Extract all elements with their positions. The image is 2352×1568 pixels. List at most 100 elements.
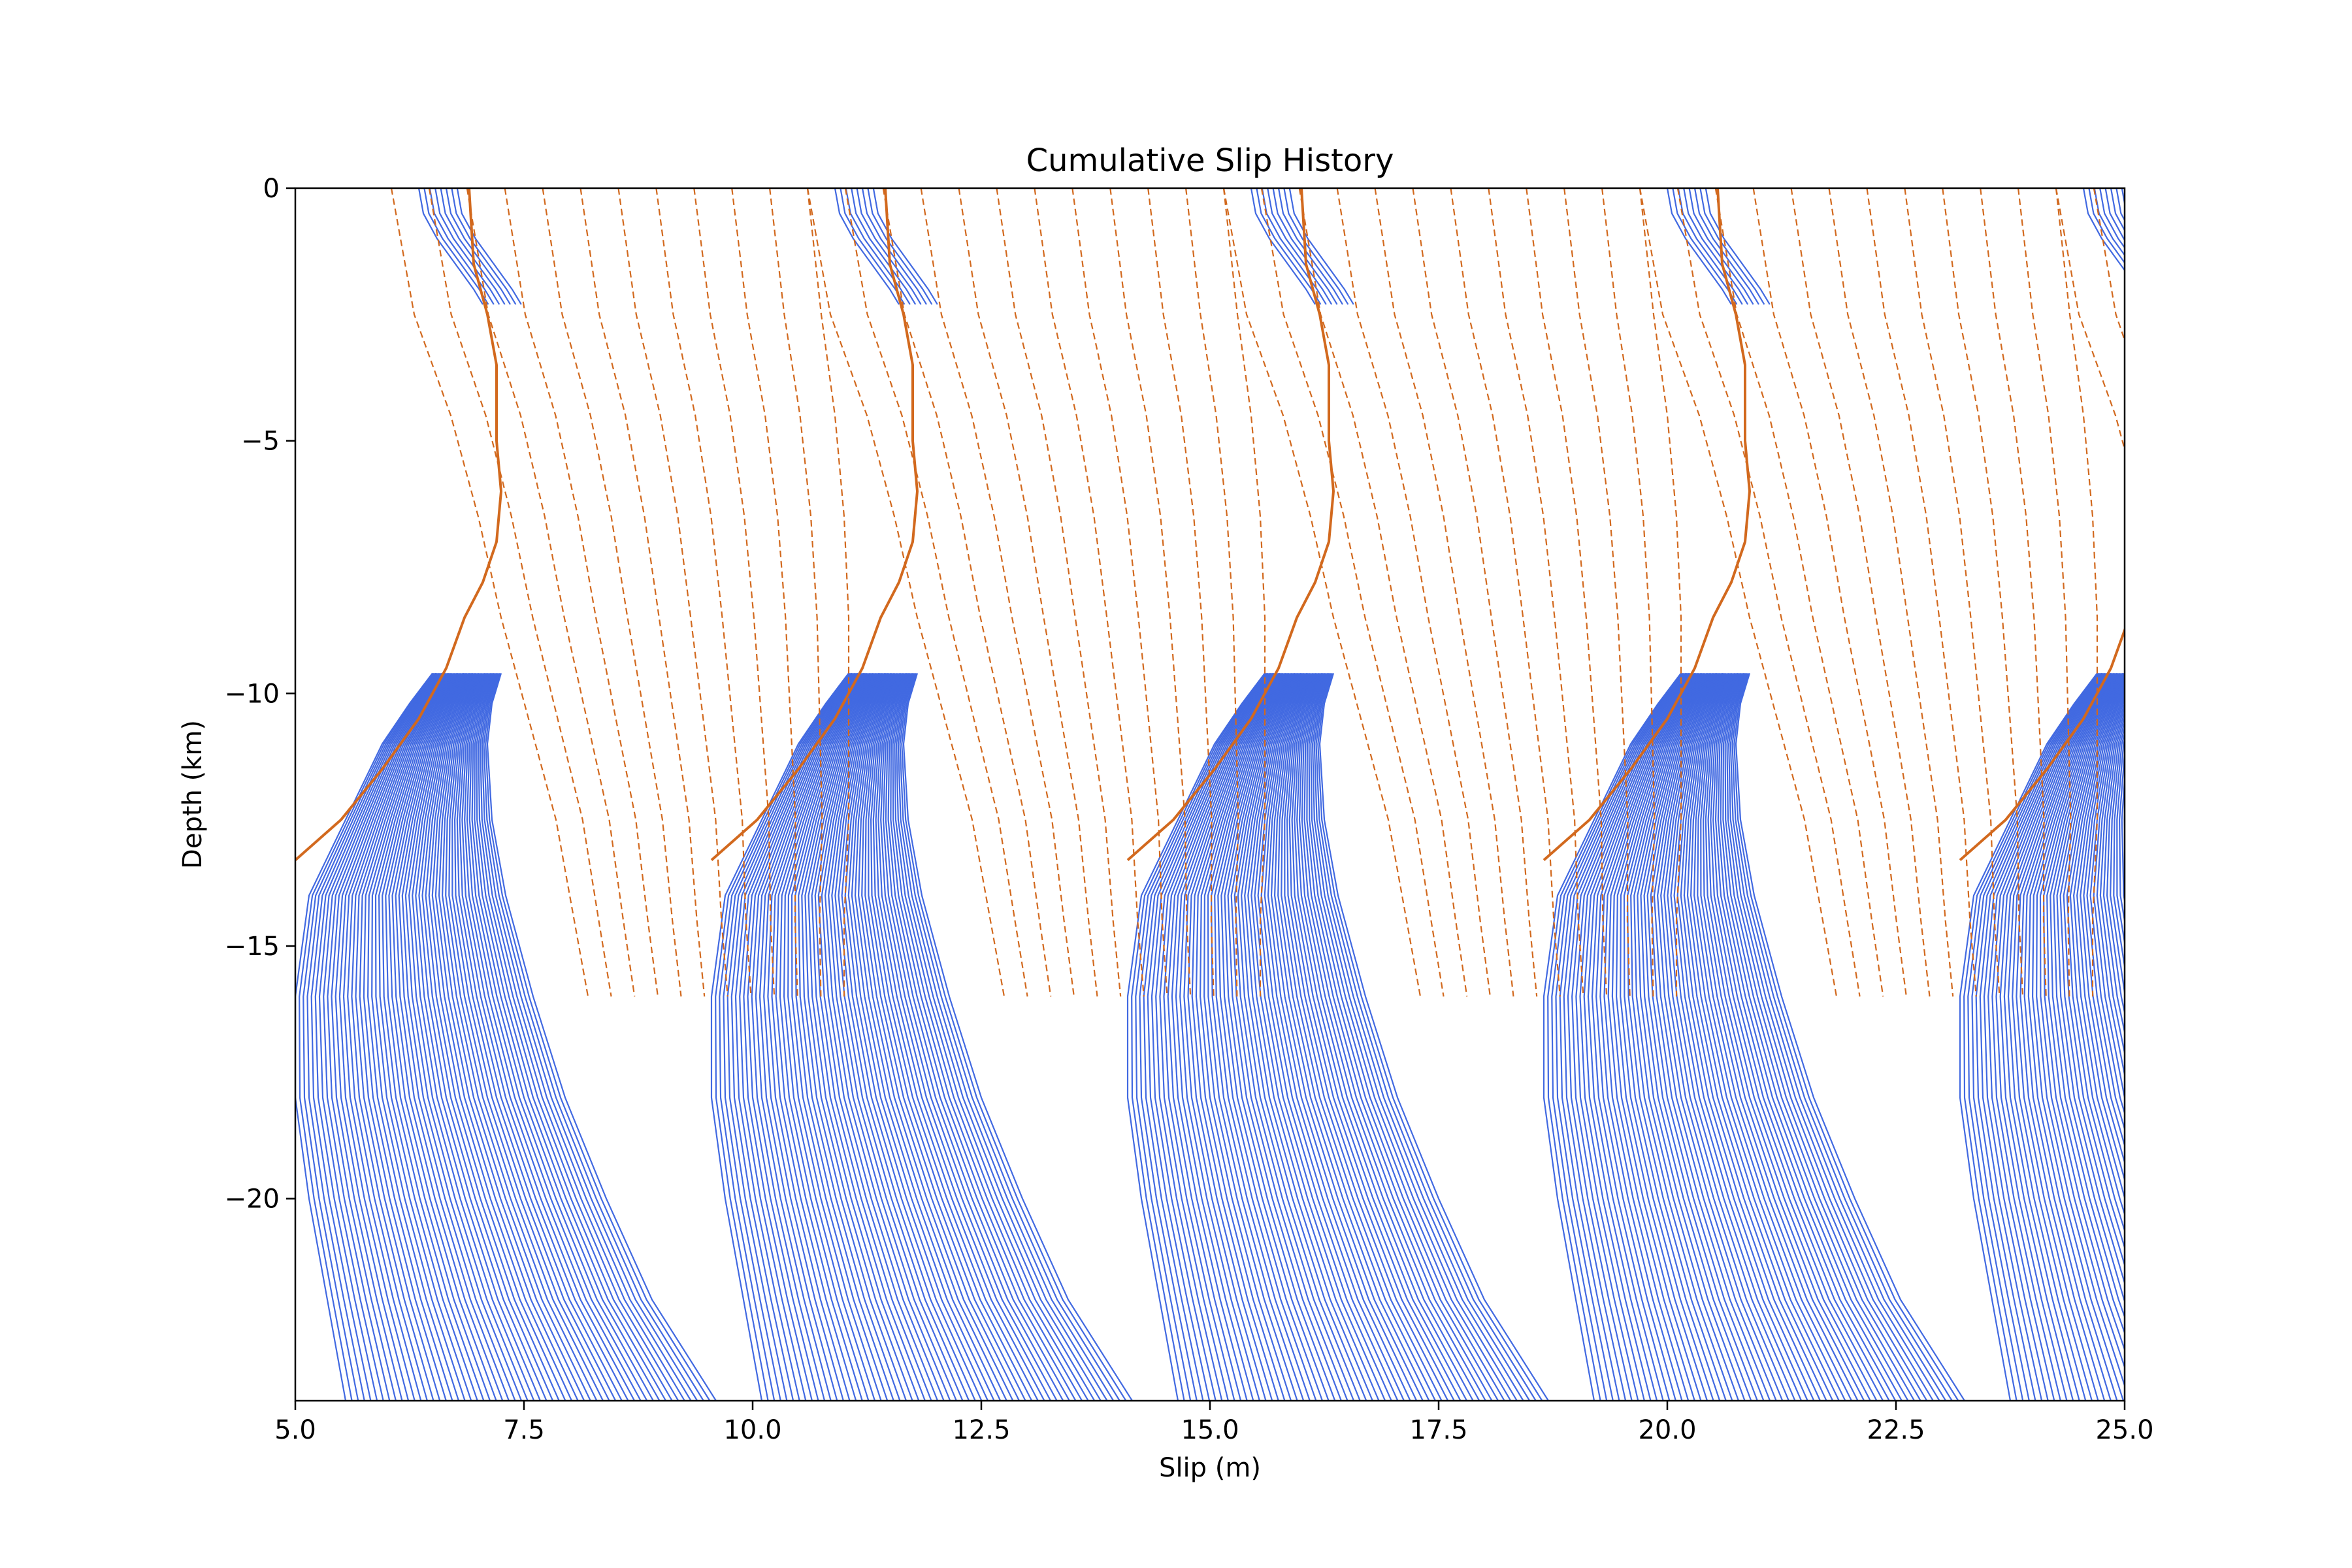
interseismic-contour	[1214, 672, 1317, 1401]
interseismic-contour	[404, 672, 529, 1401]
interseismic-contour	[1220, 672, 1330, 1401]
interseismic-contour	[367, 672, 460, 1401]
interseismic-contour	[1571, 672, 1690, 1401]
y-axis: 0 −5 −10 −15 −20	[225, 174, 295, 1215]
x-axis-label: Slip (m)	[1159, 1453, 1261, 1483]
interseismic-contour	[838, 672, 976, 1401]
interseismic-contour	[299, 672, 434, 1401]
coseismic-contour	[466, 188, 636, 997]
interseismic-contour	[1656, 672, 1784, 1401]
interseismic-contour	[870, 672, 1039, 1401]
interseismic-contour	[2053, 672, 2125, 1303]
interseismic-contour	[1155, 672, 1274, 1401]
near-surface-contour	[2104, 188, 2125, 242]
interseismic-contour	[1547, 672, 1683, 1401]
interseismic-contour	[1626, 672, 1727, 1401]
near-surface-contour	[1250, 188, 1316, 305]
interseismic-contour	[1315, 673, 1537, 1401]
interseismic-contour	[1270, 672, 1424, 1401]
interseismic-contour	[872, 672, 1045, 1401]
interseismic-contour	[751, 672, 861, 1401]
x-tick-label: 7.5	[503, 1415, 545, 1445]
interseismic-contour	[841, 672, 983, 1401]
x-tick-label: 17.5	[1409, 1415, 1467, 1445]
interseismic-contour	[739, 672, 858, 1401]
y-tick-label: −10	[225, 679, 280, 709]
coseismic-contour	[1752, 188, 1907, 997]
interseismic-contour	[445, 672, 604, 1401]
interseismic-contour	[415, 672, 547, 1401]
interseismic-contour	[2059, 676, 2125, 1267]
interseismic-contour	[1670, 672, 1808, 1401]
interseismic-contour	[2134, 673, 2325, 1401]
interseismic-contours-cycle-3	[1126, 188, 1549, 1401]
coseismic-contour	[580, 188, 706, 997]
coseismic-contour	[1412, 188, 1538, 997]
x-tick-label: 20.0	[1638, 1415, 1696, 1445]
interseismic-contour	[2110, 725, 2125, 998]
coseismic-contour	[2055, 188, 2099, 997]
interseismic-contour	[2019, 672, 2115, 1401]
interseismic-contour	[1310, 673, 1518, 1401]
coseismic-contour	[1790, 188, 1931, 997]
near-surface-contour	[1699, 188, 1765, 305]
interseismic-contour	[901, 673, 1127, 1401]
interseismic-contour	[1663, 672, 1796, 1401]
interseismic-contour	[438, 672, 591, 1401]
coseismic-contour	[1374, 188, 1514, 997]
coseismic-contour	[2132, 188, 2300, 996]
interseismic-contour	[2063, 679, 2125, 1250]
interseismic-contour	[391, 672, 504, 1401]
interseismic-contour	[1313, 673, 1531, 1401]
interseismic-contour	[2072, 685, 2125, 1201]
interseismic-contour	[363, 672, 453, 1401]
coseismic-contour	[504, 188, 659, 997]
interseismic-contour	[2113, 730, 2125, 972]
interseismic-contour	[1151, 672, 1273, 1401]
interseismic-contour	[395, 672, 510, 1401]
interseismic-contour	[2145, 673, 2352, 1401]
interseismic-contour	[1139, 672, 1269, 1401]
interseismic-contour	[834, 672, 970, 1401]
coseismic-contour	[1034, 188, 1145, 997]
interseismic-contour	[1660, 672, 1789, 1401]
plot-area	[295, 188, 2352, 1401]
interseismic-contour	[885, 673, 1077, 1401]
interseismic-contour	[1690, 672, 1846, 1401]
interseismic-contour	[2150, 673, 2352, 1401]
interseismic-contours-cycle-1	[295, 188, 717, 1401]
interseismic-contour	[814, 672, 932, 1401]
y-tick-label: −5	[241, 427, 280, 457]
near-surface-contour	[2110, 188, 2125, 232]
coseismic-contour	[1980, 188, 2047, 997]
coseismic-contours-cycle-2	[806, 188, 1266, 997]
interseismic-contour	[1230, 672, 1348, 1401]
interseismic-contour	[327, 672, 443, 1401]
interseismic-contour	[779, 672, 870, 1401]
interseismic-contour	[2121, 769, 2125, 906]
y-tick-label: −20	[225, 1184, 280, 1215]
interseismic-contour	[2046, 672, 2125, 1335]
interseismic-contour	[323, 672, 442, 1401]
interseismic-contour	[2096, 705, 2125, 1079]
interseismic-contour	[1227, 672, 1342, 1401]
interseismic-contour	[1707, 672, 1884, 1401]
interseismic-contour	[1294, 672, 1474, 1401]
interseismic-contour	[851, 672, 1002, 1401]
interseismic-contour	[1702, 672, 1871, 1401]
near-surface-contour	[1267, 188, 1333, 305]
coseismic-contour	[882, 188, 1052, 997]
interseismic-contour	[817, 672, 939, 1401]
interseismic-contour	[715, 672, 851, 1401]
interseismic-contour	[1697, 672, 1859, 1401]
near-surface-contour	[834, 188, 900, 305]
interseismic-contour	[1623, 672, 1721, 1401]
interseismic-contour	[857, 672, 1014, 1401]
interseismic-contour	[767, 672, 866, 1401]
near-surface-contour	[2093, 188, 2125, 257]
interseismic-contour	[1195, 672, 1286, 1401]
interseismic-contour	[1963, 672, 2099, 1401]
coseismic-contour	[1222, 188, 1266, 997]
interseismic-contour	[2106, 719, 2125, 1016]
interseismic-contour	[2042, 672, 2125, 1352]
